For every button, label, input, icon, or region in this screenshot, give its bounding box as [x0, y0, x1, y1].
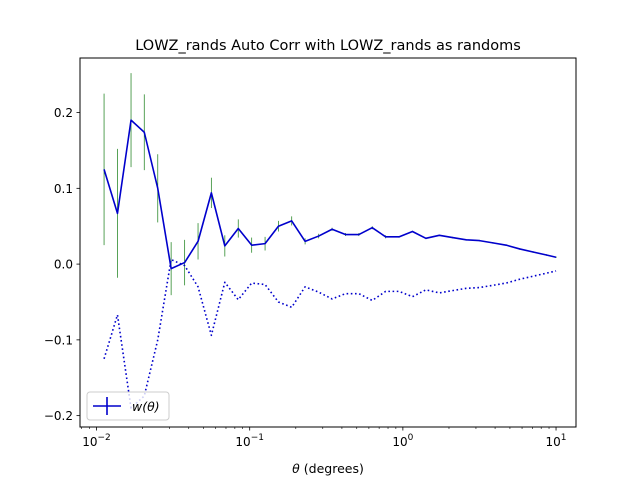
x-tick-label-exponent: 1	[561, 433, 567, 443]
y-tick-label-0: 0.2	[54, 106, 73, 120]
legend-label: w(θ)	[132, 399, 160, 414]
x-tick-label-exponent: −2	[98, 433, 111, 443]
x-axis-label-unit: (degrees)	[300, 461, 364, 476]
y-tick-label-3: −0.1	[44, 333, 73, 347]
y-tick-label-4: −0.2	[44, 409, 73, 423]
x-tick-label-base: 10	[392, 435, 407, 449]
series-line-negative-dotted	[103, 258, 557, 409]
x-tick-label-1: 10−1	[235, 433, 264, 449]
plot-area	[103, 73, 557, 409]
chart-title: LOWZ_rands Auto Corr with LOWZ_rands as …	[135, 38, 521, 54]
x-tick-label-3: 101	[546, 433, 567, 449]
x-tick-label-base: 10	[82, 435, 97, 449]
x-axis-label-symbol: θ	[292, 461, 300, 476]
y-tick-label-1: 0.1	[54, 182, 73, 196]
x-tick-label-exponent: −1	[251, 433, 264, 443]
legend: w(θ)	[86, 391, 170, 421]
x-tick-label-2: 100	[392, 433, 413, 449]
x-tick-label-base: 10	[235, 435, 250, 449]
x-axis-label: θ (degrees)	[292, 461, 364, 476]
x-tick-label-0: 10−2	[82, 433, 111, 449]
y-tick-label-2: 0.0	[54, 258, 73, 272]
axes-frame	[79, 57, 577, 428]
series-line-w-theta	[103, 119, 557, 270]
x-tick-label-base: 10	[546, 435, 561, 449]
x-tick-label-exponent: 0	[408, 433, 414, 443]
